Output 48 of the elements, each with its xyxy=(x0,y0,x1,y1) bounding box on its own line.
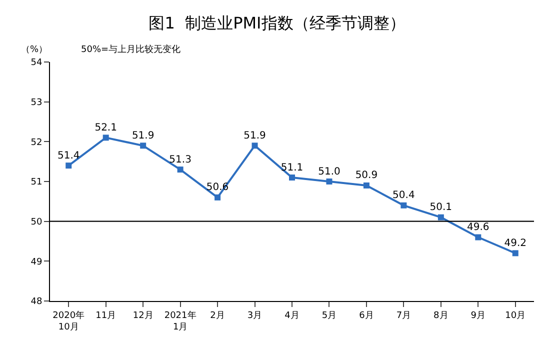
y-tick-label: 52 xyxy=(30,138,42,148)
point xyxy=(252,142,258,149)
x-tick-label: 10月 xyxy=(505,310,526,321)
point xyxy=(102,134,109,141)
data-label: 51.0 xyxy=(318,166,340,178)
data-label: 50.4 xyxy=(392,190,415,202)
x-tick-label: 6月 xyxy=(359,310,374,321)
y-tick-label: 51 xyxy=(30,178,42,188)
x-tick-label: 5月 xyxy=(322,310,337,321)
point xyxy=(400,202,407,208)
y-tick-label: 53 xyxy=(30,98,42,108)
point xyxy=(363,182,370,188)
data-label: 51.3 xyxy=(169,154,192,166)
y-tick-label: 54 xyxy=(30,58,42,68)
point xyxy=(475,234,482,240)
data-label: 51.4 xyxy=(57,150,80,162)
point xyxy=(289,174,295,181)
data-label: 51.9 xyxy=(132,130,154,142)
point xyxy=(214,194,221,200)
data-label: 50.1 xyxy=(430,202,452,214)
x-tick-label: 8月 xyxy=(434,310,448,321)
x-tick-label: 12月 xyxy=(132,310,154,321)
x-tick-label: 9月 xyxy=(470,310,486,321)
x-tick-label: 7月 xyxy=(396,310,412,321)
data-label: 52.1 xyxy=(94,122,117,134)
data-label: 51.1 xyxy=(280,162,304,174)
x-tick-label: 2021年 1月 xyxy=(164,310,196,332)
point xyxy=(66,162,72,169)
x-tick-label: 2月 xyxy=(210,310,225,321)
point xyxy=(438,214,444,220)
x-tick-label: 2020年 10月 xyxy=(52,310,85,332)
point xyxy=(140,142,146,149)
data-label: 49.6 xyxy=(467,222,490,234)
data-label: 51.9 xyxy=(244,130,266,142)
y-tick-label: 50 xyxy=(30,217,42,228)
data-label: 49.2 xyxy=(504,238,527,249)
text: 50%=与上月比较无变化 xyxy=(81,44,181,55)
chart-title: 图1 制造业PMI指数（经季节调整） xyxy=(148,14,406,33)
point xyxy=(512,250,518,256)
y-tick-label: 49 xyxy=(30,257,42,268)
point xyxy=(326,178,332,184)
x-tick-label: 4月 xyxy=(284,310,300,321)
data-label: 50.9 xyxy=(355,170,378,182)
y-tick-label: 48 xyxy=(30,297,42,308)
x-tick-label: 11月 xyxy=(96,310,116,321)
x-tick-label: 3月 xyxy=(247,310,262,321)
text: （%） xyxy=(21,45,48,55)
point xyxy=(177,166,184,173)
